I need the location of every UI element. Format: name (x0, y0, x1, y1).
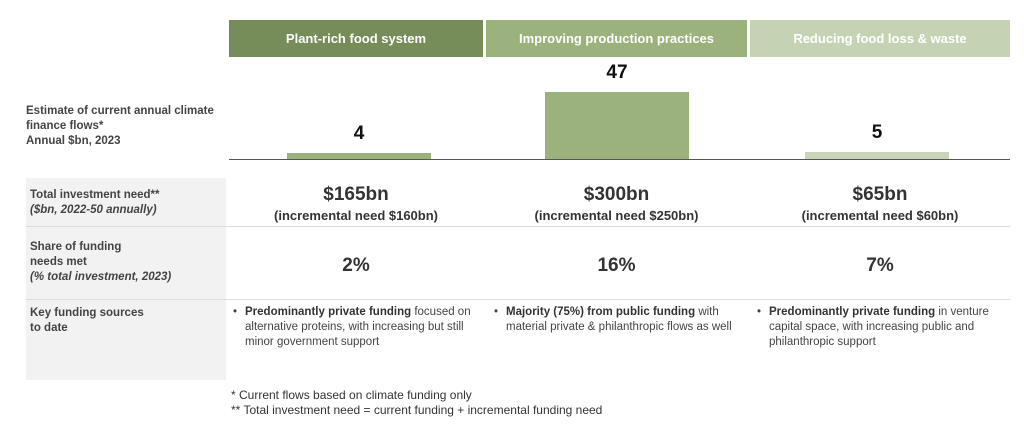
share-value: 2% (342, 255, 370, 276)
share-label: Share of funding needs met (% total inve… (30, 240, 171, 285)
sources-label-line2: to date (30, 322, 68, 334)
flows-label-line3: Annual $bn, 2023 (26, 135, 121, 147)
investment-label-line2: ($bn, 2022-50 annually) (30, 204, 157, 216)
flow-value-label: 5 (871, 122, 883, 143)
flow-value-label: 47 (606, 62, 628, 83)
share-label-line2: needs met (30, 256, 87, 268)
share-label-line3: (% total investment, 2023) (30, 271, 172, 283)
header-food-loss: Reducing food loss & waste (750, 20, 1010, 57)
share-label-line1: Share of funding (30, 241, 122, 253)
sources-label: Key funding sources to date (30, 306, 144, 336)
sources-bullet: Predominantly private funding in venture… (757, 305, 1005, 350)
flow-bar (545, 92, 689, 159)
row-labels-background (26, 178, 226, 380)
row-divider (26, 299, 1010, 300)
investment-value: $300bn (incremental need $250bn) (534, 184, 699, 223)
flows-label-line2: finance flows* (26, 120, 104, 132)
footnote: * Current flows based on climate funding… (231, 388, 472, 402)
header-plant-rich: Plant-rich food system (229, 20, 483, 57)
share-value: 7% (866, 255, 894, 276)
flow-value-label: 4 (353, 123, 365, 144)
flows-label-line1: Estimate of current annual climate (26, 105, 214, 117)
investment-label: Total investment need** ($bn, 2022-50 an… (30, 188, 160, 218)
sources-bullet: Majority (75%) from public funding with … (494, 305, 746, 335)
header-production-practices: Improving production practices (486, 20, 747, 57)
sources-label-line1: Key funding sources (30, 307, 144, 319)
row-divider (26, 226, 1010, 227)
share-value: 16% (597, 255, 636, 276)
flow-bar (805, 152, 949, 159)
flows-label: Estimate of current annual climate finan… (26, 104, 214, 149)
sources-bullet: Predominantly private funding focused on… (233, 305, 477, 350)
investment-value: $165bn (incremental need $160bn) (274, 184, 438, 223)
chart-baseline (229, 159, 1010, 160)
flow-bar (287, 153, 431, 159)
investment-value: $65bn (incremental need $60bn) (801, 184, 959, 223)
footnote: ** Total investment need = current fundi… (231, 403, 603, 417)
investment-label-line1: Total investment need** (30, 189, 160, 201)
